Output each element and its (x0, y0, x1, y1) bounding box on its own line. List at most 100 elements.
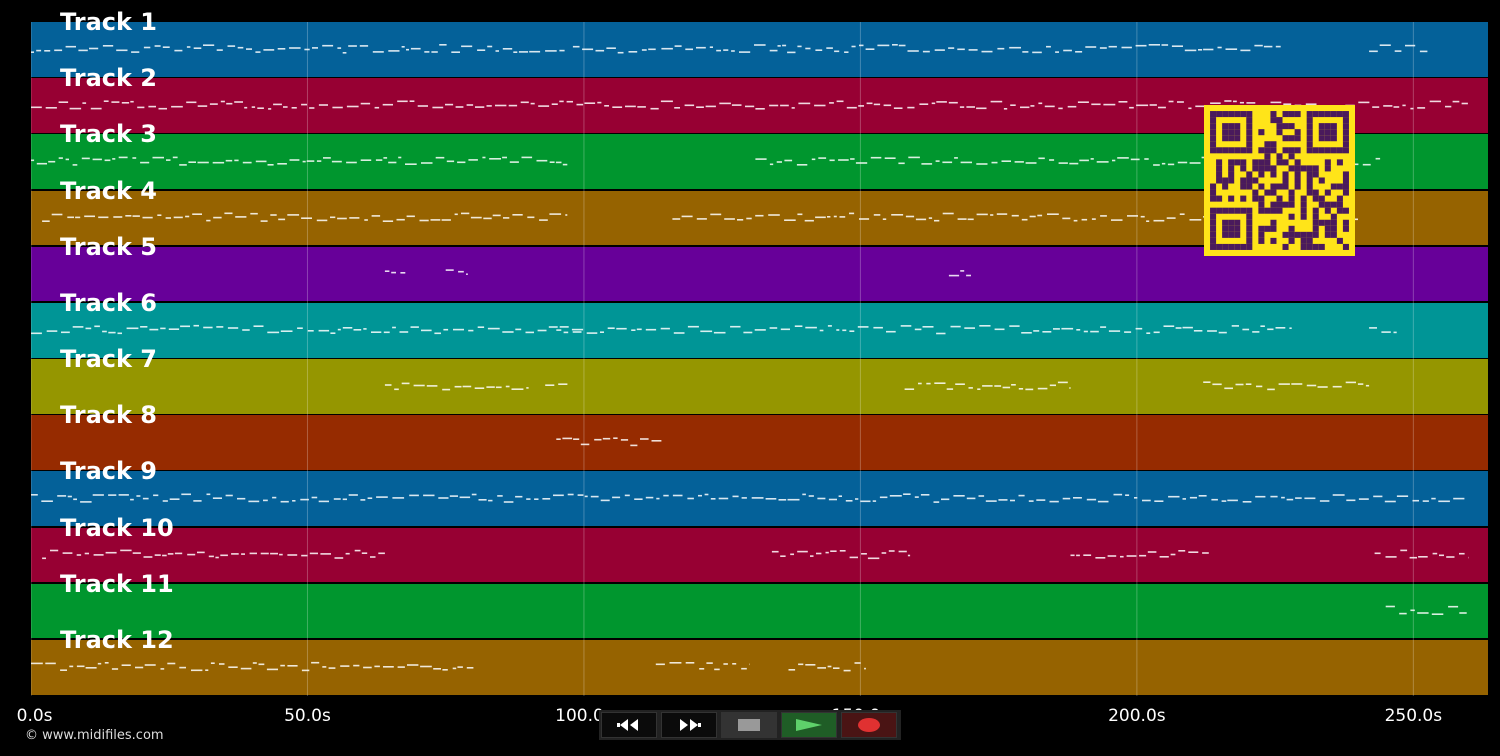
qr-module (1342, 183, 1349, 190)
note (562, 437, 573, 440)
note (142, 497, 149, 500)
note (502, 331, 514, 333)
note (348, 45, 357, 47)
qr-module (1210, 147, 1217, 154)
qr-module (1330, 183, 1337, 190)
note (397, 100, 408, 103)
fast-forward-button[interactable] (661, 712, 717, 738)
note (754, 329, 766, 331)
note (1275, 327, 1286, 329)
note (1146, 220, 1150, 222)
note (849, 330, 855, 332)
note (730, 325, 741, 328)
note (674, 45, 682, 47)
note (1260, 325, 1265, 327)
note (249, 552, 257, 555)
note (941, 498, 950, 501)
note (297, 327, 303, 329)
qr-module (1246, 177, 1253, 184)
note (1375, 157, 1381, 160)
qr-module (1312, 171, 1319, 178)
note (1073, 219, 1078, 222)
note (143, 46, 151, 49)
note (814, 104, 826, 107)
note (508, 104, 518, 107)
note (505, 385, 510, 388)
track-lane[interactable]: Track 10 (31, 514, 1488, 583)
note (241, 553, 245, 555)
note (559, 100, 564, 103)
record-button[interactable] (841, 712, 897, 738)
note (162, 46, 170, 48)
note (559, 326, 569, 328)
note (31, 332, 42, 335)
note (342, 327, 353, 329)
note (62, 552, 73, 554)
qr-module (1270, 225, 1277, 232)
fast-forward-icon (680, 719, 701, 731)
note (108, 331, 116, 334)
qr-module (1234, 147, 1241, 154)
note (968, 49, 978, 51)
qr-module (1210, 231, 1217, 238)
note (1036, 499, 1046, 501)
rewind-button[interactable] (601, 712, 657, 738)
note (192, 213, 202, 215)
note (130, 498, 134, 501)
qr-module (1270, 111, 1277, 118)
qr-module (1330, 231, 1337, 238)
track-lane[interactable]: Track 7 (31, 345, 1488, 414)
note (1135, 327, 1143, 330)
qr-module (1210, 123, 1217, 130)
note (755, 214, 764, 217)
track-lane[interactable]: Track 11 (31, 570, 1488, 639)
note (103, 100, 109, 102)
note (1358, 498, 1369, 500)
note (699, 668, 705, 670)
note (672, 218, 681, 220)
note (383, 331, 390, 334)
note (846, 106, 857, 109)
note (556, 329, 562, 331)
note (320, 553, 331, 555)
note (998, 499, 1008, 501)
note (220, 554, 228, 557)
qr-module (1306, 129, 1313, 136)
qr-module (1246, 123, 1253, 130)
note (270, 214, 277, 216)
qr-module (1282, 171, 1289, 178)
note (337, 217, 347, 220)
note (502, 48, 513, 50)
qr-module (1318, 177, 1325, 184)
note (92, 494, 104, 496)
qr-module (1258, 237, 1265, 244)
note (982, 385, 993, 387)
note (819, 329, 824, 332)
note (1083, 330, 1088, 333)
note (630, 444, 638, 447)
note (131, 51, 140, 53)
note (816, 552, 822, 555)
qr-module (1312, 231, 1319, 238)
note (458, 270, 464, 273)
qr-module (1264, 207, 1271, 214)
note (407, 664, 419, 666)
note (442, 388, 451, 391)
stop-button[interactable] (721, 712, 777, 738)
note (1022, 51, 1029, 53)
note (300, 498, 309, 501)
play-button[interactable] (781, 712, 837, 738)
note (1083, 554, 1092, 556)
note (1090, 330, 1099, 333)
note (382, 220, 394, 222)
note (237, 46, 244, 49)
qr-module (1228, 111, 1235, 118)
qr-module (1264, 225, 1271, 232)
note (205, 669, 209, 671)
note (515, 328, 522, 331)
qr-module (1306, 117, 1313, 124)
note (850, 158, 855, 160)
note (1097, 500, 1109, 503)
note (991, 161, 998, 164)
note (1129, 106, 1134, 109)
